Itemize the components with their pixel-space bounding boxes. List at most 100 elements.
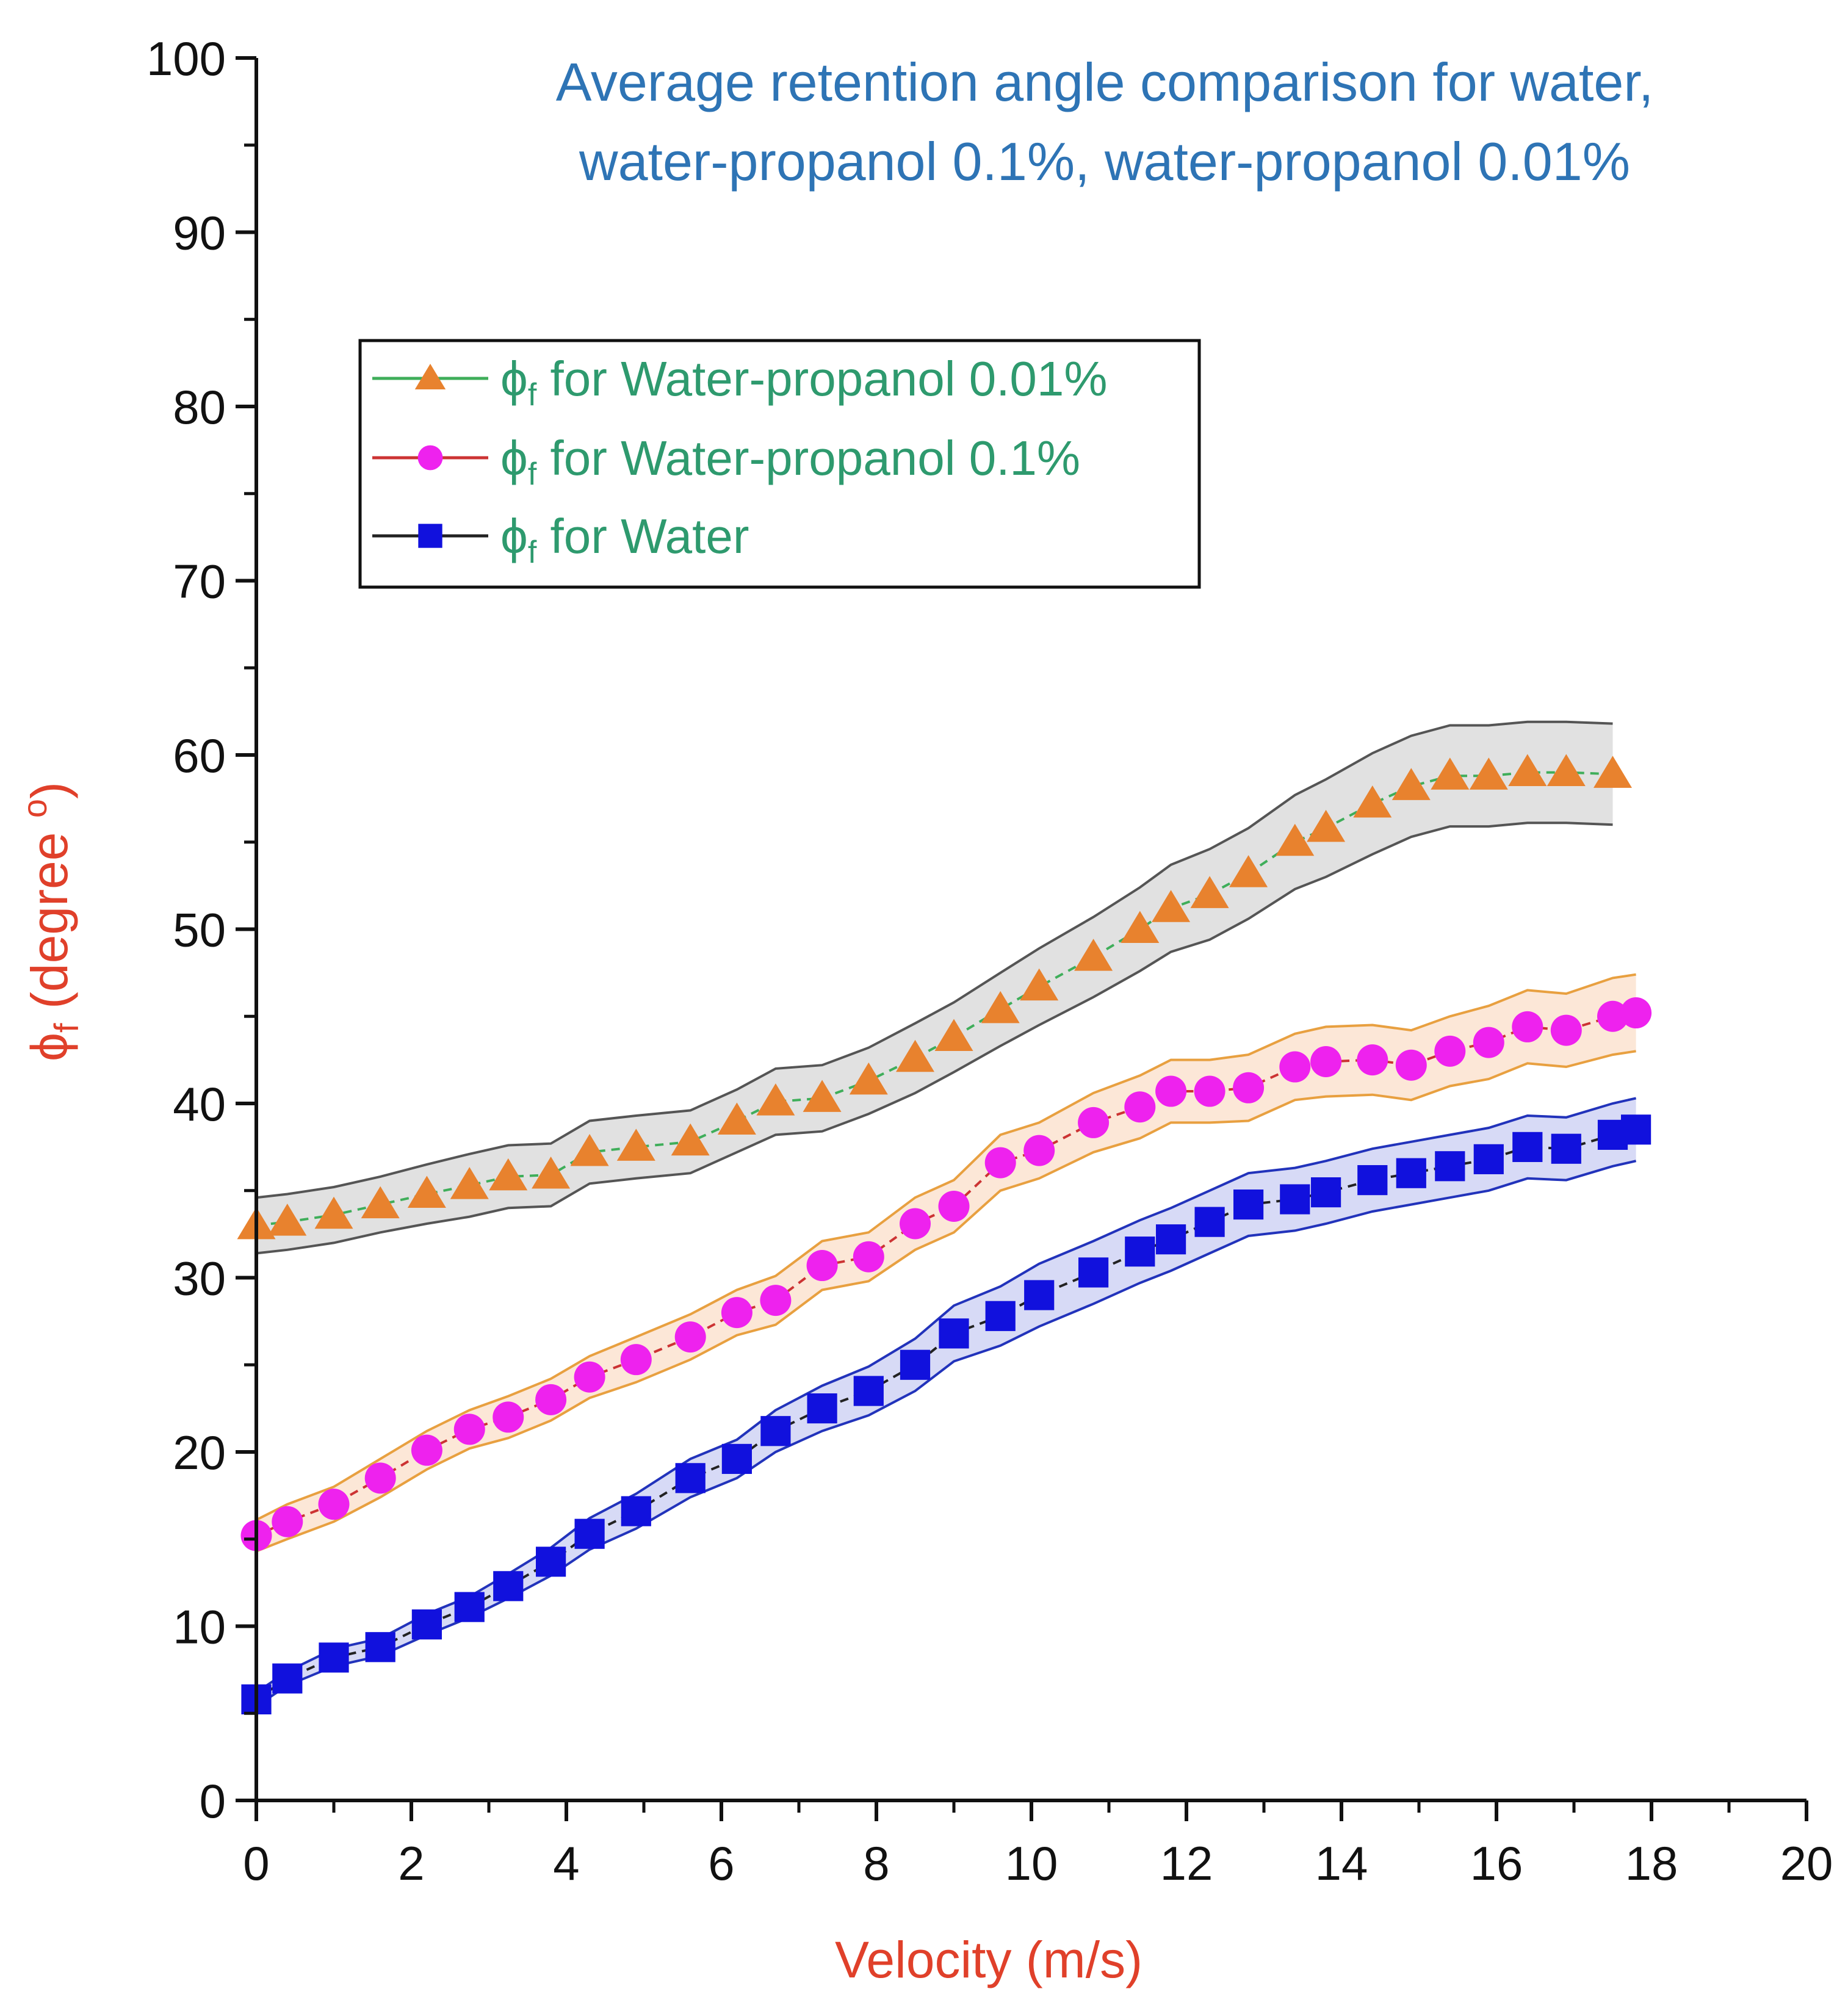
data-point-water-propanol-01 [760,1285,792,1316]
data-point-water-propanol-01 [1023,1135,1055,1166]
x-axis-title: Velocity (m/s) [835,1931,1142,1988]
data-point-water-propanol-01 [1473,1027,1504,1058]
series-line-water-propanol-01 [256,1011,1636,1537]
data-point-water-propanol-001 [1190,876,1229,908]
data-point-water-propanol-01 [1512,1011,1543,1042]
series-lines [255,771,1637,1701]
data-point-water-propanol-001 [1594,756,1632,788]
data-point-water-propanol-01 [1395,1049,1427,1081]
y-tick-label: 80 [173,380,226,434]
data-point-water-propanol-001 [1229,855,1268,887]
data-point-water-propanol-01 [493,1401,524,1433]
y-tick-label: 50 [173,903,226,957]
band-upper-edge-water-propanol-001 [256,720,1613,1199]
data-point-water [1156,1224,1186,1255]
data-point-water-propanol-01 [453,1413,485,1445]
data-point-water [900,1349,931,1380]
data-point-water-propanol-01 [984,1147,1016,1179]
data-point-water-propanol-001 [756,1083,795,1116]
data-point-water [1024,1280,1055,1310]
legend-entry-water-propanol-01: ϕf for Water-propanol 0.1% [372,431,1080,492]
band-upper-edge-water-propanol-01 [256,973,1636,1522]
legend-marker [414,364,446,389]
data-point-water-propanol-001 [1353,785,1392,818]
data-point-water-propanol-01 [318,1489,350,1520]
y-tick-label: 20 [173,1426,226,1479]
legend-marker [417,445,443,471]
legend-box [358,339,1201,589]
legend-label: ϕf for Water-propanol 0.01% [500,352,1108,413]
x-tick-label: 18 [1625,1836,1678,1890]
data-point-water-propanol-001 [717,1102,756,1135]
data-point-water [1357,1165,1388,1196]
data-point-water-propanol-001 [1020,968,1059,1001]
data-point-water [272,1663,303,1694]
data-point-water [536,1547,566,1577]
data-point-water-propanol-001 [849,1062,888,1095]
y-tick-label: 10 [173,1600,226,1654]
data-point-water [411,1609,442,1640]
legend-marker [418,524,442,548]
x-tick-label: 10 [1005,1836,1058,1890]
data-point-water-propanol-01 [574,1361,605,1393]
data-point-water [1621,1114,1651,1145]
data-point-water [365,1632,395,1663]
data-point-water-propanol-01 [938,1190,970,1222]
axes: 0 10 20 30 40 50 60 70 80 90 100 0 2 4 6 8 10 12 14 16 18 20 [146,32,1833,1890]
band-lower-edge-water-propanol-01 [256,1050,1636,1553]
data-point-water [1125,1237,1155,1267]
data-point-water-propanol-001 [314,1196,353,1229]
data-point-water [319,1642,349,1673]
y-tick-label: 100 [146,32,226,85]
x-tick-label: 8 [863,1836,889,1890]
x-tick-label: 6 [708,1836,734,1890]
data-point-water [807,1393,837,1424]
data-point-water-propanol-01 [411,1434,442,1466]
data-point-water-propanol-001 [1307,809,1346,842]
data-point-water [454,1592,485,1622]
x-tick-label: 12 [1160,1836,1213,1890]
data-point-water-propanol-01 [364,1462,396,1494]
data-point-water [939,1318,969,1349]
data-point-water-propanol-001 [1074,939,1113,971]
data-point-water-propanol-01 [1550,1014,1582,1046]
data-point-water-propanol-01 [1194,1075,1225,1107]
legend-entry-water: ϕf for Water [372,509,749,570]
data-point-water-propanol-001 [268,1204,307,1236]
data-point-water-propanol-01 [1434,1035,1466,1067]
data-point-water-propanol-001 [450,1167,489,1199]
band-upper-edge-water [255,1097,1637,1694]
data-point-water-propanol-001 [532,1157,571,1189]
x-tick-label: 4 [553,1836,579,1890]
data-point-water-propanol-01 [721,1297,753,1329]
data-point-water [760,1416,791,1446]
data-point-water-propanol-01 [806,1250,838,1282]
data-point-water-propanol-001 [1431,757,1470,790]
data-point-water-propanol-001 [1152,890,1191,922]
data-point-water-propanol-001 [1121,911,1160,943]
data-point-water-propanol-001 [671,1123,710,1156]
legend-entry-water-propanol-001: ϕf for Water-propanol 0.01% [372,352,1108,413]
legend: ϕf for Water-propanol 0.01% ϕf for Water-… [358,339,1201,589]
x-tick-label: 14 [1315,1836,1368,1890]
y-tick-label: 90 [173,206,226,260]
data-point-water [621,1496,651,1526]
data-point-water [675,1463,706,1493]
data-point-water [1473,1144,1504,1174]
chart-title-line-2: water-propanol 0.1%, water-propanol 0.01… [579,131,1630,192]
series-line-water [255,1128,1637,1701]
data-point-water [574,1518,605,1549]
data-point-water-propanol-01 [1233,1072,1265,1103]
data-point-water-propanol-01 [1124,1091,1156,1123]
data-point-water [1194,1207,1225,1237]
data-point-water-propanol-01 [1078,1107,1110,1138]
data-point-water [1311,1177,1341,1208]
y-tick-label: 60 [173,729,226,782]
y-axis-title: ϕf (degree o) [15,782,85,1061]
x-tick-label: 20 [1780,1836,1833,1890]
data-point-water-propanol-01 [674,1321,706,1353]
band-lower-edge-water-propanol-001 [256,821,1613,1255]
legend-label: ϕf for Water [500,509,749,570]
data-point-water [1551,1133,1581,1164]
